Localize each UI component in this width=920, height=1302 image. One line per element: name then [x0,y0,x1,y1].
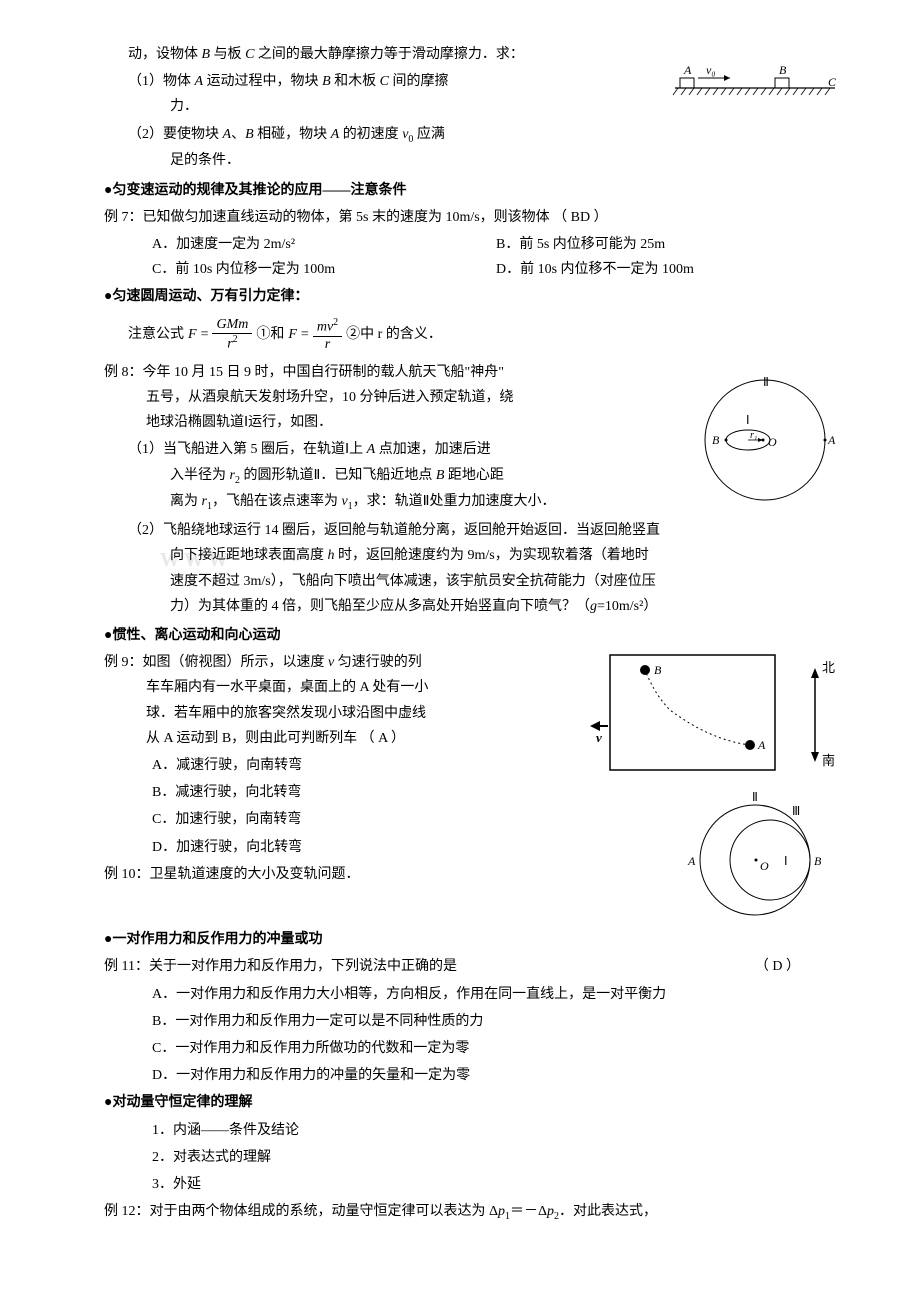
fig3-label-A: A [757,738,766,752]
fig2-label-II: Ⅱ [763,375,769,389]
formula-mid1: ①和 [256,322,284,347]
fig3-label-north: 北 [822,660,835,675]
fig3-label-B: B [654,663,662,677]
fig1-svg: A v₀ B C [670,60,840,105]
ex7-options-row1: A．加速度一定为 2m/s² B．前 5s 内位移可能为 25m [80,232,840,257]
fig3-svg: v A B 北 南 [590,650,840,785]
fig4-label-III: Ⅲ [792,804,800,818]
ex11-opt-c: C．一对作用力和反作用力所做功的代数和一定为零 [80,1036,840,1061]
fig4-label-II: Ⅱ [752,790,758,804]
fig4-label-I: Ⅰ [784,854,788,868]
ex7-options-row2: C．前 10s 内位移一定为 100m D．前 10s 内位移不一定为 100m [80,257,840,282]
ex7-opt-a: A．加速度一定为 2m/s² [152,232,496,257]
h5-item-3: 3．外延 [80,1172,840,1197]
ex7-opt-b: B．前 5s 内位移可能为 25m [496,232,840,257]
fig2-label-I: Ⅰ [746,413,750,427]
fig1-label-B: B [779,63,787,77]
fig1-label-C: C [828,75,837,89]
ex11-opt-d: D．一对作用力和反作用力的冲量的矢量和一定为零 [80,1063,840,1088]
formula-mid2: ②中 r 的含义． [346,322,442,347]
ex7-opt-c: C．前 10s 内位移一定为 100m [152,257,496,282]
fig2-svg: Ⅱ Ⅰ B O r₁ A [690,360,840,515]
fig4-orbit-diagram: Ⅱ Ⅲ Ⅰ O A B [680,785,840,925]
fig4-label-B: B [814,854,822,868]
h5-item-1: 1．内涵——条件及结论 [80,1118,840,1143]
fig1-label-v0: v₀ [706,63,716,77]
fig1-block-diagram: A v₀ B C [670,60,840,105]
heading-1: ●匀变速运动的规律及其推论的应用——注意条件 [80,178,840,203]
fig3-label-south: 南 [822,753,835,768]
fig2-orbit-diagram: Ⅱ Ⅰ B O r₁ A [690,360,840,515]
body-line-3: （2）要使物块 A、B 相碰，物块 A 的初速度 v0 应满足的条件． [80,122,840,174]
fig4-svg: Ⅱ Ⅲ Ⅰ O A B [680,785,840,925]
heading-3: ●惯性、离心运动和向心运动 [80,623,840,648]
fig1-label-A: A [683,63,692,77]
ex11-stem: 例 11：关于一对作用力和反作用力，下列说法中正确的是 [104,954,457,979]
ex7-opt-d: D．前 10s 内位移不一定为 100m [496,257,840,282]
ex12-stem: 例 12：对于由两个物体组成的系统，动量守恒定律可以表达为 Δp1＝－Δp2．对… [80,1199,840,1226]
fig4-label-O: O [760,859,769,873]
ex11-stem-row: 例 11：关于一对作用力和反作用力，下列说法中正确的是 （ D ） [80,954,840,979]
fig2-label-A: A [827,433,836,447]
fig2-label-O: O [768,435,777,449]
heading-4: ●一对作用力和反作用力的冲量或功 [80,927,840,952]
heading-5: ●对动量守恒定律的理解 [80,1090,840,1115]
ex11-opt-b: B．一对作用力和反作用力一定可以是不同种性质的力 [80,1009,840,1034]
ex11-answer: （ D ） [755,954,800,979]
heading-2: ●匀速圆周运动、万有引力定律： [80,284,840,309]
ex11-opt-a: A．一对作用力和反作用力大小相等，方向相反，作用在同一直线上，是一对平衡力 [80,982,840,1007]
fig2-label-B: B [712,433,720,447]
formula-row: 注意公式 F = GMmr2 ①和 F = mv2r ②中 r 的含义． [80,317,840,351]
ex7-stem: 例 7：已知做匀加速直线运动的物体，第 5s 末的速度为 10m/s，则该物体 … [80,205,840,230]
h5-item-2: 2．对表达式的理解 [80,1145,840,1170]
formula-pre: 注意公式 [128,322,184,347]
fig2-label-r1: r₁ [750,430,757,441]
ex8-part2: WWW （2）飞船绕地球运行 14 圈后，返回舱与轨道舱分离，返回舱开始返回．当… [80,518,840,619]
fig3-label-v: v [596,730,602,745]
fig4-label-A: A [687,854,696,868]
fig3-topview-diagram: v A B 北 南 [590,650,840,785]
